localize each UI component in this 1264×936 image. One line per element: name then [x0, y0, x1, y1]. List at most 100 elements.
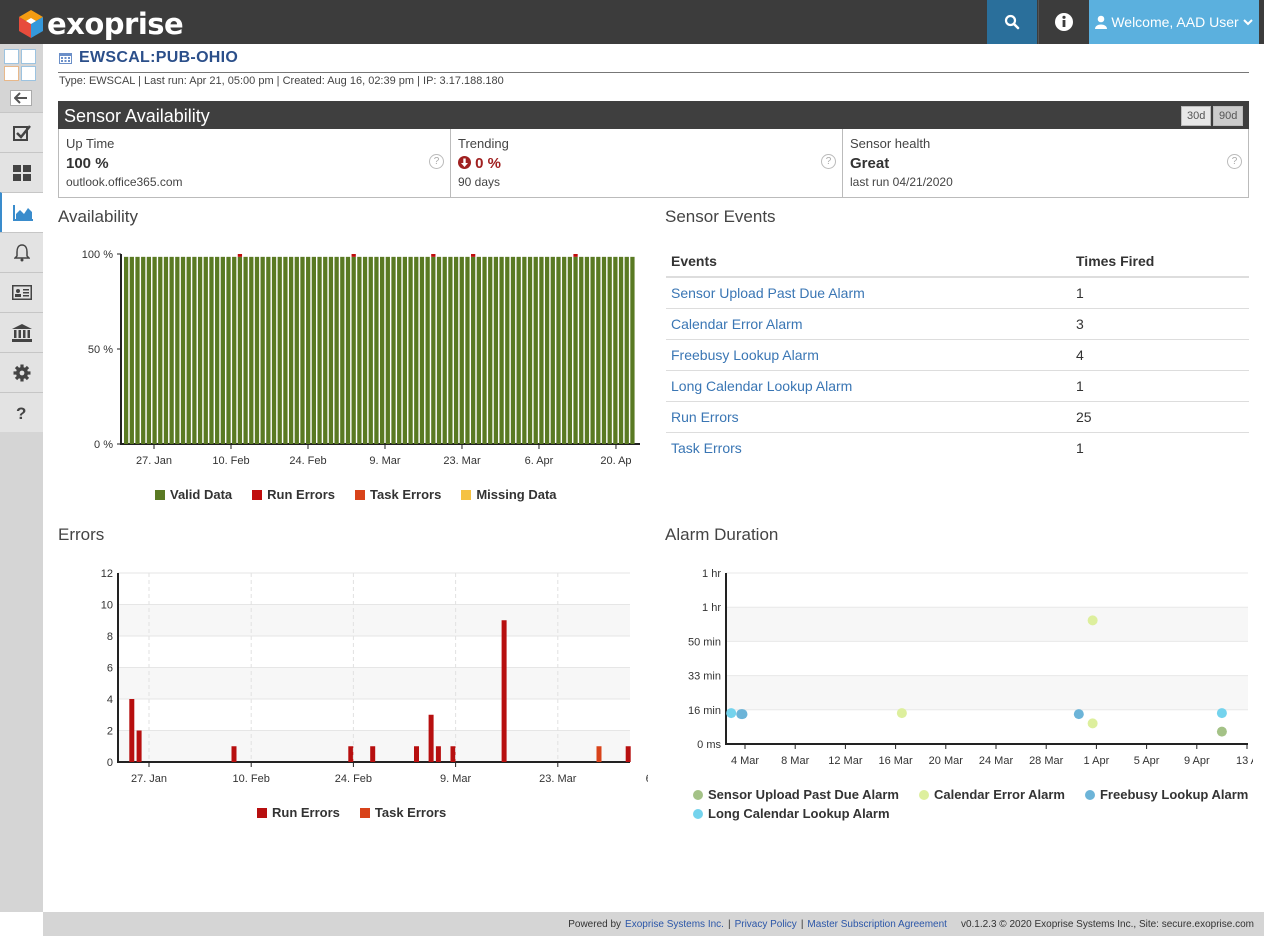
valid-data-bar	[516, 256, 521, 444]
subscription-agreement-link[interactable]: Master Subscription Agreement	[807, 918, 947, 930]
separator: |	[727, 918, 731, 930]
legend-label: Run Errors	[267, 487, 336, 502]
valid-data-bar	[419, 256, 425, 444]
health-last-run: last run 04/21/2020	[850, 175, 953, 189]
legend-item[interactable]: Valid Data	[155, 487, 232, 502]
sidebar-item-settings[interactable]	[0, 352, 43, 392]
sidebar-item-alerts[interactable]	[0, 232, 43, 272]
y-tick-label: 12	[101, 568, 113, 580]
help-icon[interactable]: ?	[1227, 154, 1242, 169]
legend-item[interactable]: Task Errors	[355, 487, 441, 502]
valid-data-bar	[317, 256, 322, 444]
card-icon	[11, 285, 32, 300]
x-tick-label: 6. Apr	[646, 773, 648, 785]
valid-data-bar	[385, 256, 390, 444]
search-button[interactable]	[987, 0, 1037, 44]
legend-swatch	[1084, 789, 1095, 800]
legend-item[interactable]: Run Errors	[257, 805, 340, 820]
sidebar-item-organization[interactable]	[0, 312, 43, 352]
help-icon[interactable]: ?	[429, 154, 444, 169]
run-error-bar	[136, 730, 142, 762]
event-link[interactable]: Long Calendar Lookup Alarm	[666, 370, 1071, 402]
layout-grid-icon[interactable]	[4, 49, 38, 83]
event-link[interactable]: Calendar Error Alarm	[666, 308, 1071, 340]
sidebar-item-checklist[interactable]	[0, 112, 43, 152]
dashboard-icon	[12, 164, 31, 181]
run-error-bar	[348, 746, 354, 762]
info-button[interactable]	[1038, 0, 1088, 44]
legend-item[interactable]: Task Errors	[359, 805, 446, 820]
sidebar-item-charts[interactable]	[0, 192, 43, 232]
event-link[interactable]: Sensor Upload Past Due Alarm	[666, 277, 1071, 309]
event-link[interactable]: Freebusy Lookup Alarm	[666, 339, 1071, 371]
logo[interactable]: exoprise	[18, 7, 184, 41]
valid-data-bar	[550, 256, 555, 444]
legend-swatch	[461, 489, 472, 500]
legend-item[interactable]: Sensor Upload Past Due Alarm	[693, 787, 899, 802]
valid-data-bar	[271, 256, 277, 444]
user-menu[interactable]: Welcome, AAD User	[1089, 0, 1259, 44]
legend-item[interactable]: Calendar Error Alarm	[918, 787, 1065, 802]
table-header-row: Events Times Fired	[666, 246, 1249, 278]
task-error-bar	[596, 746, 602, 762]
y-tick-label: 50 min	[688, 636, 721, 648]
valid-data-bar	[579, 256, 584, 444]
x-tick-label: 4 Mar	[731, 755, 759, 767]
bell-icon	[13, 243, 30, 261]
valid-data-bar	[453, 256, 459, 444]
x-tick-label: 16 Mar	[878, 755, 913, 767]
y-tick-label: 16 min	[688, 705, 721, 717]
legend-item[interactable]: Freebusy Lookup Alarm	[1084, 787, 1249, 802]
legend-item[interactable]: Run Errors	[252, 487, 335, 502]
event-link[interactable]: Run Errors	[666, 401, 1071, 433]
sidebar-item-dashboard[interactable]	[0, 152, 43, 192]
separator: |	[800, 918, 804, 930]
valid-data-bar	[163, 256, 169, 444]
footer: Powered by Exoprise Systems Inc. | Priva…	[43, 912, 1264, 936]
valid-data-bar	[442, 256, 447, 444]
alarm-point	[1216, 726, 1227, 737]
health-label: Sensor health	[850, 136, 931, 151]
help-icon[interactable]: ?	[821, 154, 836, 169]
legend-label: Freebusy Lookup Alarm	[1099, 787, 1249, 802]
company-link[interactable]: Exoprise Systems Inc.	[625, 918, 724, 930]
range-30d-button[interactable]: 30d	[1181, 106, 1212, 126]
valid-data-bar	[573, 256, 578, 444]
run-error-bar	[431, 254, 436, 257]
svg-text:?: ?	[16, 404, 26, 422]
legend-swatch	[355, 489, 366, 500]
y-tick-label: 0 %	[94, 439, 113, 451]
run-error-bar	[471, 254, 476, 257]
valid-data-bar	[277, 256, 282, 444]
legend-item[interactable]: Missing Data	[461, 487, 557, 502]
errors-title: Errors	[58, 525, 105, 544]
sidebar-item-contacts[interactable]	[0, 272, 43, 312]
legend-swatch	[359, 807, 370, 818]
uptime-value: 100 %	[66, 155, 109, 172]
x-tick-label: 9 Apr	[1184, 755, 1210, 767]
panel-title: Sensor Availability	[64, 106, 210, 126]
range-90d-button[interactable]: 90d	[1213, 106, 1244, 126]
event-link[interactable]: Task Errors	[671, 439, 742, 456]
alarm-legend: Sensor Upload Past Due Alarm Calendar Er…	[693, 787, 1253, 821]
sidebar-item-help[interactable]: ?	[0, 392, 43, 432]
availability-legend: Valid Data Run Errors Task Errors Missin…	[155, 487, 557, 502]
alarm-point	[737, 709, 748, 720]
collapse-sidebar-button[interactable]	[10, 90, 32, 106]
legend-label: Run Errors	[272, 805, 340, 820]
legend-item[interactable]: Long Calendar Lookup Alarm	[693, 806, 890, 821]
x-tick-label: 10. Feb	[233, 773, 270, 785]
grid-band	[118, 604, 630, 636]
valid-data-bar	[328, 256, 334, 444]
y-tick-label: 8	[107, 631, 113, 643]
privacy-policy-link[interactable]: Privacy Policy	[734, 918, 797, 930]
valid-data-bar	[488, 256, 493, 444]
chart-icon	[12, 204, 33, 221]
y-tick-label: 0	[107, 757, 113, 769]
search-icon	[1004, 14, 1020, 30]
x-tick-label: 27. Jan	[131, 773, 167, 785]
valid-data-bar	[544, 256, 550, 444]
top-bar: exoprise Welcome, AAD User	[0, 0, 1264, 44]
valid-data-bar	[397, 256, 402, 444]
valid-data-bar	[556, 256, 561, 444]
